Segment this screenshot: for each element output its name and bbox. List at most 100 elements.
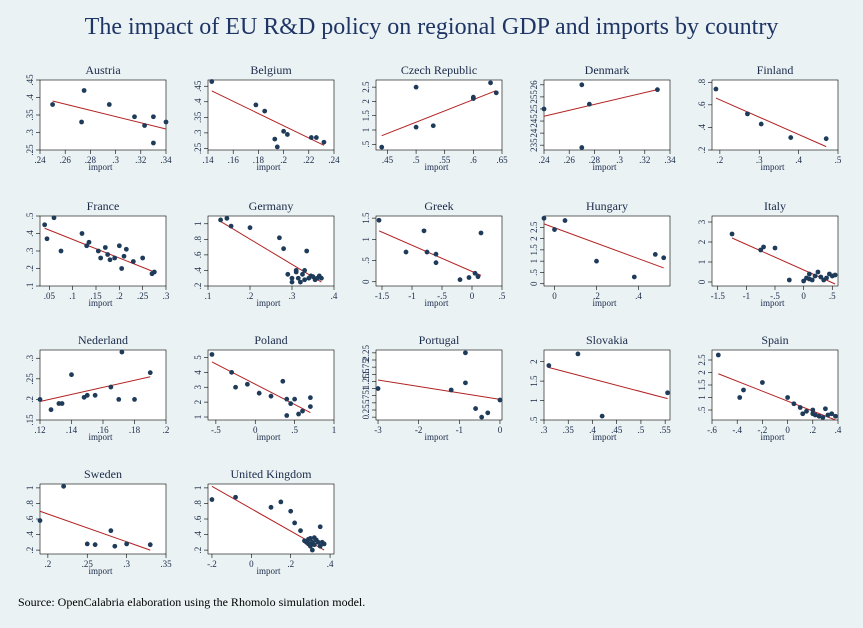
y-tick-label: .15 (25, 414, 35, 426)
x-tick-label: .12 (34, 425, 45, 435)
data-point (307, 395, 313, 401)
y-tick-label: .8 (697, 78, 707, 85)
data-point (804, 408, 809, 414)
y-tick-label: .6 (25, 515, 35, 522)
y-tick-label: .5 (361, 399, 371, 406)
data-point (463, 350, 468, 356)
data-point (478, 230, 484, 236)
y-tick-label: .6 (193, 515, 203, 522)
fit-line (211, 361, 311, 413)
data-point (253, 102, 259, 108)
data-point (403, 249, 409, 255)
x-tick-label: .55 (439, 155, 451, 165)
y-tick-label: 2.5 (529, 221, 539, 233)
data-point (457, 277, 463, 283)
x-tick-label: .4 (331, 291, 338, 301)
data-point (130, 259, 136, 264)
panel-france: France .1 .2 .3 .4 .5 .05 .1 .15 .2 .25 .3 import (25, 199, 170, 308)
panel-title: Greek (424, 199, 453, 213)
data-point (69, 372, 74, 378)
x-tick-label: -2 (415, 425, 423, 435)
y-tick-label: 2.5 (697, 354, 707, 366)
y-tick-label: .4 (193, 531, 203, 538)
y-tick-label: .25 (193, 142, 203, 154)
panel-united-kingdom: United Kingdom .2 .4 .6 .8 1 -.2 0 .2 .4 import (193, 467, 335, 576)
x-tick-label: 0 (498, 425, 503, 435)
data-point (112, 255, 118, 261)
data-point (107, 257, 113, 263)
x-tick-label: -3 (374, 425, 382, 435)
data-point (116, 243, 122, 249)
panel-title: Hungary (586, 199, 628, 213)
data-point (79, 231, 85, 236)
plot-area (543, 349, 671, 421)
data-point (309, 547, 315, 553)
x-tick-label: -.5 (770, 291, 780, 301)
y-tick-label: .1 (25, 283, 35, 290)
y-tick-label: 2 (361, 99, 371, 104)
y-tick-label: .35 (193, 111, 203, 123)
data-point (123, 246, 129, 252)
data-point (829, 411, 835, 417)
x-tick-label: .2 (809, 425, 816, 435)
data-point (599, 413, 605, 419)
fit-line (39, 376, 151, 402)
x-axis-label: import (88, 162, 112, 172)
data-point (142, 123, 147, 128)
data-point (163, 119, 169, 125)
y-tick-label: .2 (193, 283, 203, 290)
y-tick-label: 1 (697, 395, 707, 400)
x-tick-label: .18 (129, 425, 141, 435)
y-tick-label: 1 (529, 398, 539, 403)
data-point (319, 275, 324, 281)
plot-area (39, 349, 167, 421)
x-tick-label: 1 (332, 425, 337, 435)
data-point (106, 102, 112, 107)
data-point (317, 543, 323, 549)
y-tick-label: 2.5 (361, 81, 371, 93)
page-title: The impact of EU R&D policy on regional … (84, 14, 779, 40)
data-point (463, 380, 468, 386)
data-point (433, 251, 439, 257)
data-point (311, 542, 317, 548)
data-point (541, 215, 547, 221)
y-tick-label: .6 (697, 101, 707, 108)
data-point (665, 390, 670, 396)
x-axis-label: import (424, 432, 448, 442)
x-tick-label: .5 (638, 425, 645, 435)
data-point (296, 411, 301, 417)
x-tick-label: .1 (205, 291, 212, 301)
data-point (321, 139, 327, 145)
y-tick-label: 1.5 (361, 110, 371, 122)
fit-line (377, 379, 501, 400)
fit-line (731, 237, 836, 285)
data-point (42, 222, 48, 228)
x-tick-label: .4 (327, 559, 334, 569)
data-point (209, 79, 215, 84)
data-point (823, 406, 828, 412)
y-tick-label: 2.25 (361, 344, 371, 360)
y-tick-label: 1.5 (361, 368, 371, 380)
data-point (295, 275, 301, 281)
x-tick-label: .3 (163, 291, 170, 301)
panel-title: Austria (85, 63, 121, 77)
data-point (729, 231, 735, 237)
x-tick-label: 0 (785, 425, 790, 435)
data-point (473, 406, 478, 411)
data-point (812, 273, 818, 279)
data-point (284, 132, 290, 137)
panel-title: Sweden (84, 467, 122, 481)
x-tick-label: -1.5 (375, 291, 390, 301)
data-point (379, 144, 385, 150)
data-point (562, 218, 568, 223)
data-point (119, 266, 125, 271)
data-point (745, 111, 750, 117)
data-point (825, 412, 831, 418)
y-tick-label: 2 (697, 240, 707, 245)
x-axis-label: import (88, 298, 112, 308)
data-point (304, 248, 310, 254)
x-tick-label: .26 (60, 155, 72, 165)
data-point (737, 395, 743, 400)
data-point (262, 108, 268, 114)
